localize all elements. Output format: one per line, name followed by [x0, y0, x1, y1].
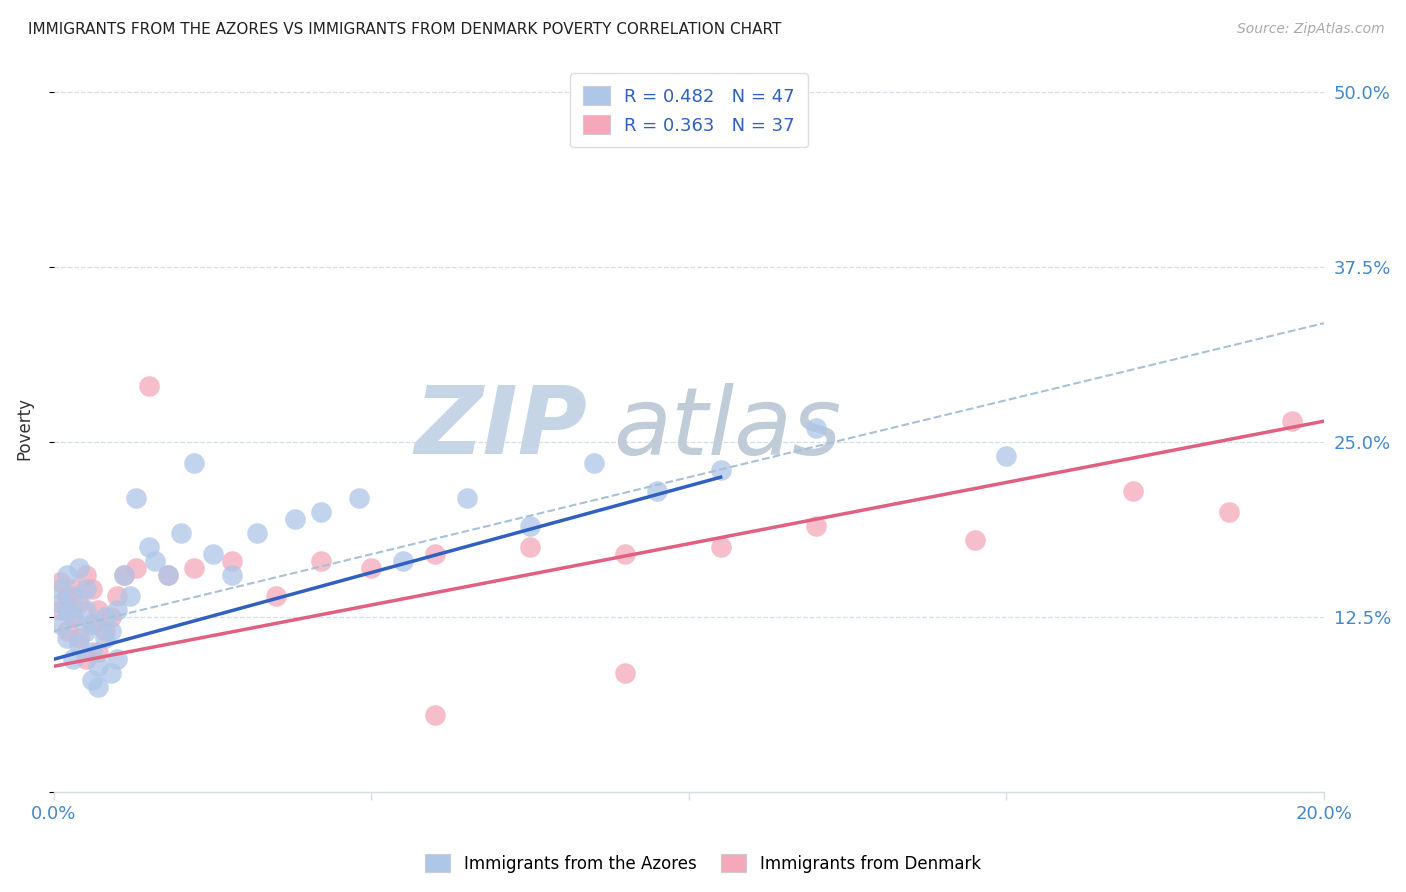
Point: [157, 568, 180, 582]
Point: [49, 575, 72, 590]
Point: [392, 554, 415, 568]
Point: [360, 561, 382, 575]
Point: [1281, 414, 1303, 428]
Point: [55, 632, 77, 646]
Point: [93, 610, 115, 624]
Point: [55, 603, 77, 617]
Point: [75, 652, 97, 666]
Point: [804, 519, 827, 533]
Point: [80, 582, 103, 597]
Point: [423, 547, 446, 561]
Point: [80, 617, 103, 632]
Point: [80, 673, 103, 688]
Point: [246, 526, 269, 541]
Point: [125, 491, 148, 506]
Point: [55, 568, 77, 582]
Point: [49, 617, 72, 632]
Point: [55, 624, 77, 639]
Point: [183, 561, 205, 575]
Point: [423, 708, 446, 723]
Point: [309, 554, 332, 568]
Point: [62, 589, 84, 603]
Point: [582, 456, 605, 470]
Point: [125, 561, 148, 575]
Point: [105, 589, 128, 603]
Point: [93, 632, 115, 646]
Point: [645, 484, 668, 499]
Point: [62, 582, 84, 597]
Point: [105, 603, 128, 617]
Point: [67, 638, 90, 652]
Point: [62, 610, 84, 624]
Point: [100, 610, 122, 624]
Legend: R = 0.482   N = 47, R = 0.363   N = 37: R = 0.482 N = 47, R = 0.363 N = 37: [571, 73, 807, 147]
Point: [112, 568, 135, 582]
Text: Source: ZipAtlas.com: Source: ZipAtlas.com: [1237, 22, 1385, 37]
Point: [49, 603, 72, 617]
Point: [112, 568, 135, 582]
Point: [963, 533, 986, 548]
Point: [75, 624, 97, 639]
Text: IMMIGRANTS FROM THE AZORES VS IMMIGRANTS FROM DENMARK POVERTY CORRELATION CHART: IMMIGRANTS FROM THE AZORES VS IMMIGRANTS…: [28, 22, 782, 37]
Point: [145, 554, 167, 568]
Point: [309, 505, 332, 519]
Point: [710, 463, 733, 477]
Point: [100, 666, 122, 681]
Point: [221, 554, 243, 568]
Point: [75, 568, 97, 582]
Point: [62, 610, 84, 624]
Point: [67, 632, 90, 646]
Point: [614, 666, 637, 681]
Point: [221, 568, 243, 582]
Point: [49, 582, 72, 597]
Point: [519, 540, 541, 554]
Point: [49, 596, 72, 610]
Point: [183, 456, 205, 470]
Point: [87, 659, 110, 673]
Y-axis label: Poverty: Poverty: [15, 397, 32, 459]
Point: [62, 652, 84, 666]
Point: [284, 512, 307, 526]
Point: [157, 568, 180, 582]
Point: [67, 596, 90, 610]
Point: [80, 645, 103, 659]
Point: [264, 589, 287, 603]
Point: [75, 582, 97, 597]
Point: [80, 617, 103, 632]
Text: atlas: atlas: [613, 383, 841, 474]
Point: [347, 491, 370, 506]
Point: [804, 421, 827, 435]
Point: [995, 449, 1018, 463]
Point: [710, 540, 733, 554]
Point: [519, 519, 541, 533]
Point: [201, 547, 224, 561]
Point: [75, 603, 97, 617]
Point: [87, 680, 110, 694]
Point: [55, 589, 77, 603]
Point: [93, 624, 115, 639]
Point: [170, 526, 193, 541]
Point: [118, 589, 141, 603]
Point: [100, 624, 122, 639]
Point: [105, 652, 128, 666]
Point: [87, 603, 110, 617]
Legend: Immigrants from the Azores, Immigrants from Denmark: Immigrants from the Azores, Immigrants f…: [419, 847, 987, 880]
Point: [138, 379, 160, 393]
Point: [67, 561, 90, 575]
Text: ZIP: ZIP: [415, 382, 588, 475]
Point: [138, 540, 160, 554]
Point: [87, 645, 110, 659]
Point: [1218, 505, 1240, 519]
Point: [456, 491, 478, 506]
Point: [614, 547, 637, 561]
Point: [1122, 484, 1144, 499]
